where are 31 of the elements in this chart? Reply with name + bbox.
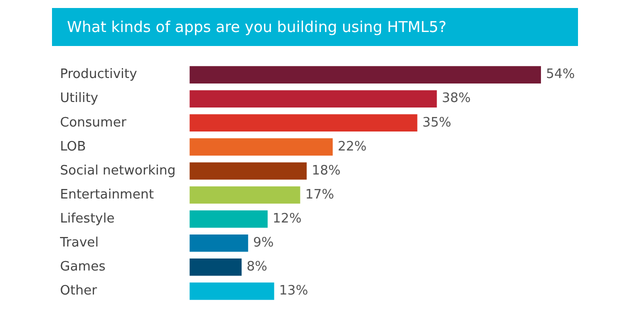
bar [190, 114, 418, 132]
y-tick-label: LOB [60, 139, 86, 154]
bar [190, 234, 248, 252]
data-label: 17% [305, 187, 334, 202]
y-tick-label: Lifestyle [60, 211, 115, 226]
bar [190, 282, 274, 300]
bar [190, 210, 268, 228]
y-tick-label: Social networking [60, 163, 176, 178]
data-label: 12% [272, 211, 302, 226]
y-tick-label: Games [60, 260, 106, 275]
y-tick-label: Utility [60, 91, 99, 106]
y-tick-label: Productivity [60, 67, 138, 82]
data-label: 22% [338, 139, 367, 154]
data-label: 54% [546, 67, 575, 82]
y-tick-label: Travel [59, 235, 99, 250]
bar [190, 138, 333, 156]
bar [190, 186, 300, 204]
bar [190, 258, 242, 276]
chart-title: What kinds of apps are you building using HTML5? [52, 8, 578, 46]
data-label: 35% [422, 115, 452, 130]
bar [190, 90, 437, 108]
data-label: 13% [279, 284, 308, 299]
y-tick-label: Entertainment [60, 187, 154, 202]
y-tick-label: Consumer [60, 115, 127, 130]
bar [190, 162, 307, 180]
data-label: 8% [246, 260, 268, 275]
data-label: 9% [253, 235, 274, 250]
bar [190, 66, 541, 84]
data-label: 38% [442, 91, 471, 106]
data-label: 18% [312, 163, 341, 178]
y-tick-label: Other [60, 284, 98, 299]
